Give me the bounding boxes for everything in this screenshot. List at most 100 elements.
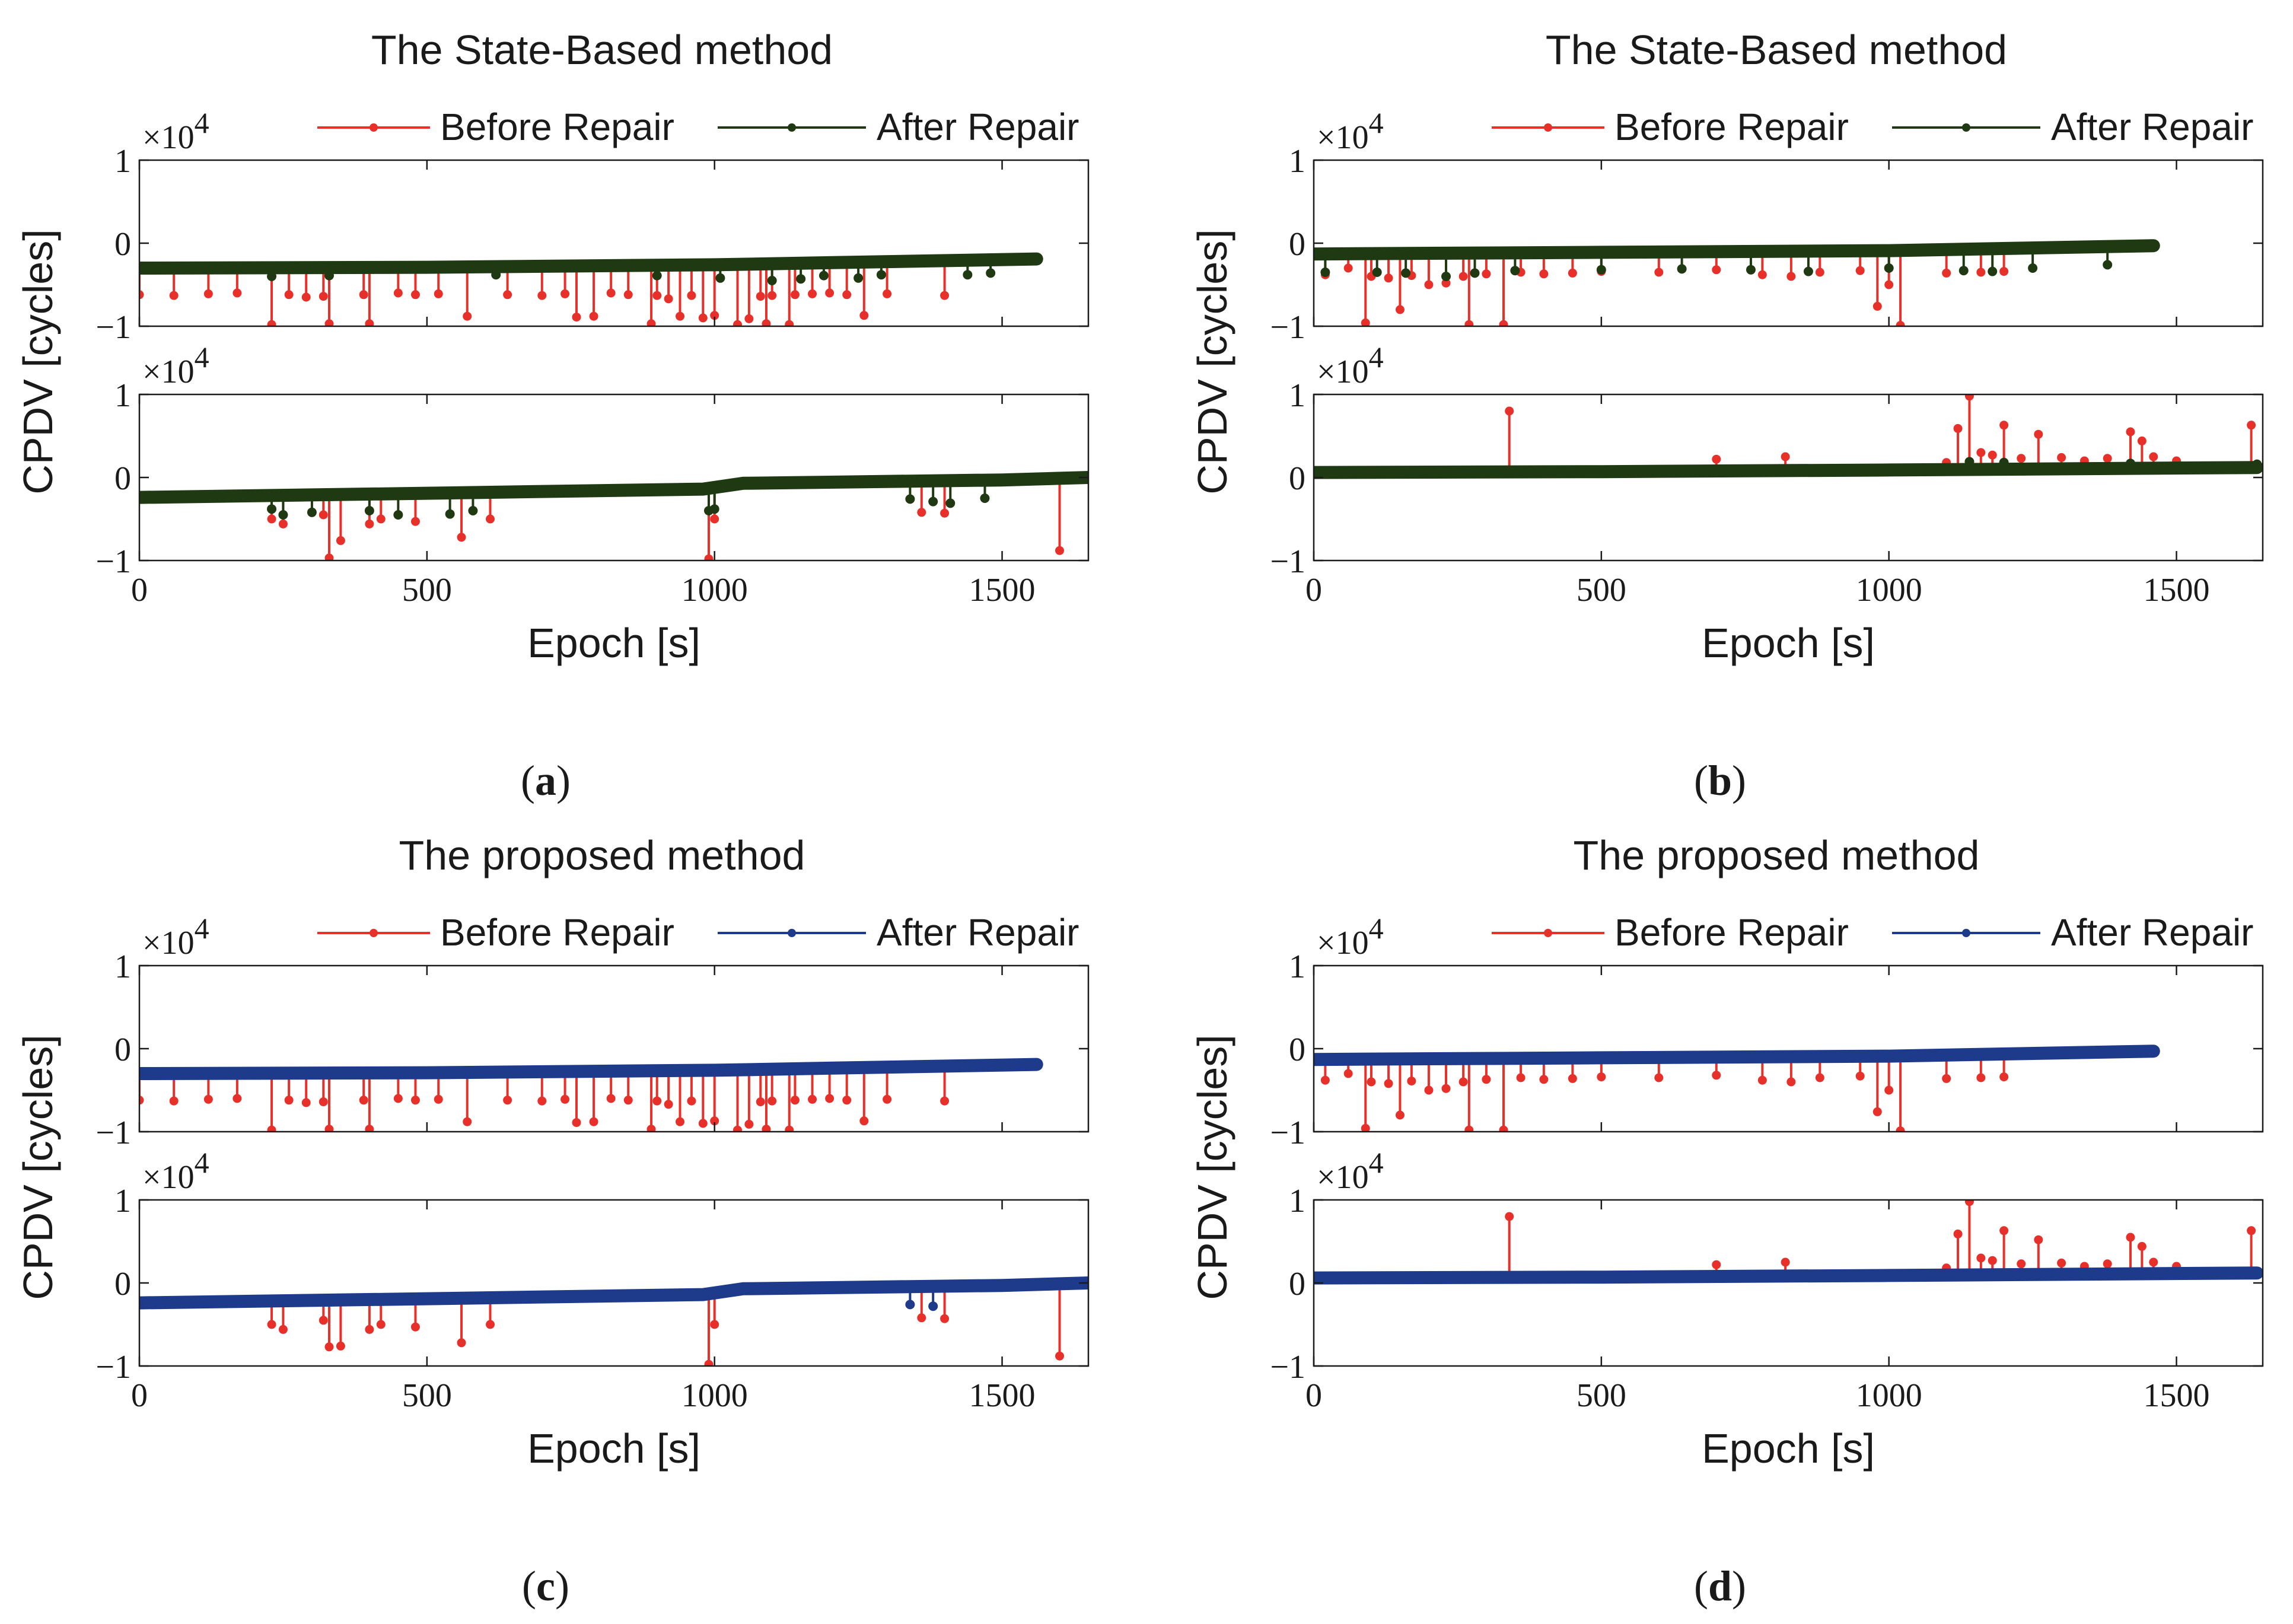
legend-label-after: After Repair [877,106,1079,148]
before-point [790,1096,800,1105]
before-point [284,290,294,300]
before-point [2247,421,2256,430]
before-point [1055,546,1065,555]
before-point [2034,1235,2043,1244]
before-point [2017,1259,2026,1269]
legend: Before Repair After Repair [317,106,1079,148]
y-tick-label: 0 [114,1266,131,1303]
before-point [1786,1077,1796,1087]
before-point [808,1094,817,1104]
legend-label-before: Before Repair [1614,106,1849,148]
before-point [1757,270,1767,279]
before-point [676,1117,685,1126]
after-point [1958,266,1969,276]
before-point [2149,1257,2158,1267]
before-point [808,289,817,298]
before-point [365,1125,374,1132]
x-tick-label: 0 [131,572,148,609]
before-point [1539,269,1549,279]
before-point [606,1094,616,1103]
before-point [1786,272,1796,281]
y-tick-label: −1 [1270,543,1305,580]
after-point [278,510,288,520]
before-point [537,291,547,300]
before-point [319,510,328,520]
y-axis-label: CPDV [cycles] [1189,1034,1235,1300]
before-point [2057,1258,2066,1268]
series-before-repair [1320,1053,2009,1132]
before-point [233,288,242,298]
before-point [698,313,708,323]
before-point [589,311,598,321]
before-point [537,1096,547,1106]
before-point [319,1097,328,1107]
before-point [2103,454,2112,463]
before-point [139,290,144,300]
before-point [1441,1084,1451,1093]
y-tick-label: 1 [1289,143,1305,180]
y-tick-label: 1 [1289,948,1305,985]
after-point [307,507,317,517]
before-point [1942,268,1951,278]
subplot-top: ×104 1 0 −1 [1270,106,2264,346]
before-point [1407,1077,1416,1086]
after-point [1510,266,1520,276]
after-point [2252,459,2262,469]
before-point [410,1322,420,1332]
before-point [267,514,276,524]
before-point [393,288,403,298]
before-point [1976,1073,1986,1082]
series-after-repair [139,471,1088,520]
x-tick-label: 1000 [681,572,748,609]
after-point [324,270,334,281]
before-point [203,289,213,298]
before-point [1942,1074,1951,1083]
before-point [2103,1259,2112,1269]
after-point [928,496,938,507]
before-point [1712,1260,1721,1269]
y-tick-label: 1 [114,948,131,985]
after-point [1320,268,1330,277]
legend-label-after: After Repair [2051,106,2253,148]
subplot-top: ×104 1 0 −1 [1270,912,2264,1151]
before-point [1712,1071,1721,1080]
before-point [359,290,368,300]
after-point [2103,260,2113,270]
before-point [410,517,420,526]
before-point [883,1094,892,1104]
series-area [139,252,1043,326]
legend: Before Repair After Repair [317,911,1079,954]
before-point [284,1096,294,1105]
series-area [139,471,1088,561]
y-tick-label: 0 [114,460,131,497]
legend-label-before: Before Repair [1614,911,1849,954]
before-point [336,536,345,545]
x-tick-label: 500 [402,572,452,609]
after-point [468,506,478,515]
before-point [319,1316,328,1325]
before-point [1361,1123,1370,1132]
before-point [825,1094,835,1103]
x-tick-label: 1500 [969,1377,1036,1414]
before-point [756,292,765,301]
after-point [709,504,719,514]
before-point [1815,1073,1824,1082]
before-point [560,289,570,298]
before-point [572,1118,581,1128]
series-before-repair [1505,394,2256,472]
x-tick-label: 1500 [2144,572,2210,609]
before-point [324,1342,334,1352]
before-point [940,508,950,518]
series-area [139,1058,1043,1132]
y-multiplier: ×104 [142,912,209,961]
before-point [463,1117,472,1126]
y-axis-label: CPDV [cycles] [15,229,61,494]
panel-c: The proposed method Before Repair After Re… [15,832,1090,1610]
series-area [1314,394,2263,479]
x-tick-label: 1000 [1856,572,1922,609]
before-point [1988,450,1997,460]
before-point [203,1094,213,1104]
before-point [767,1096,777,1106]
before-point [1712,454,1721,464]
